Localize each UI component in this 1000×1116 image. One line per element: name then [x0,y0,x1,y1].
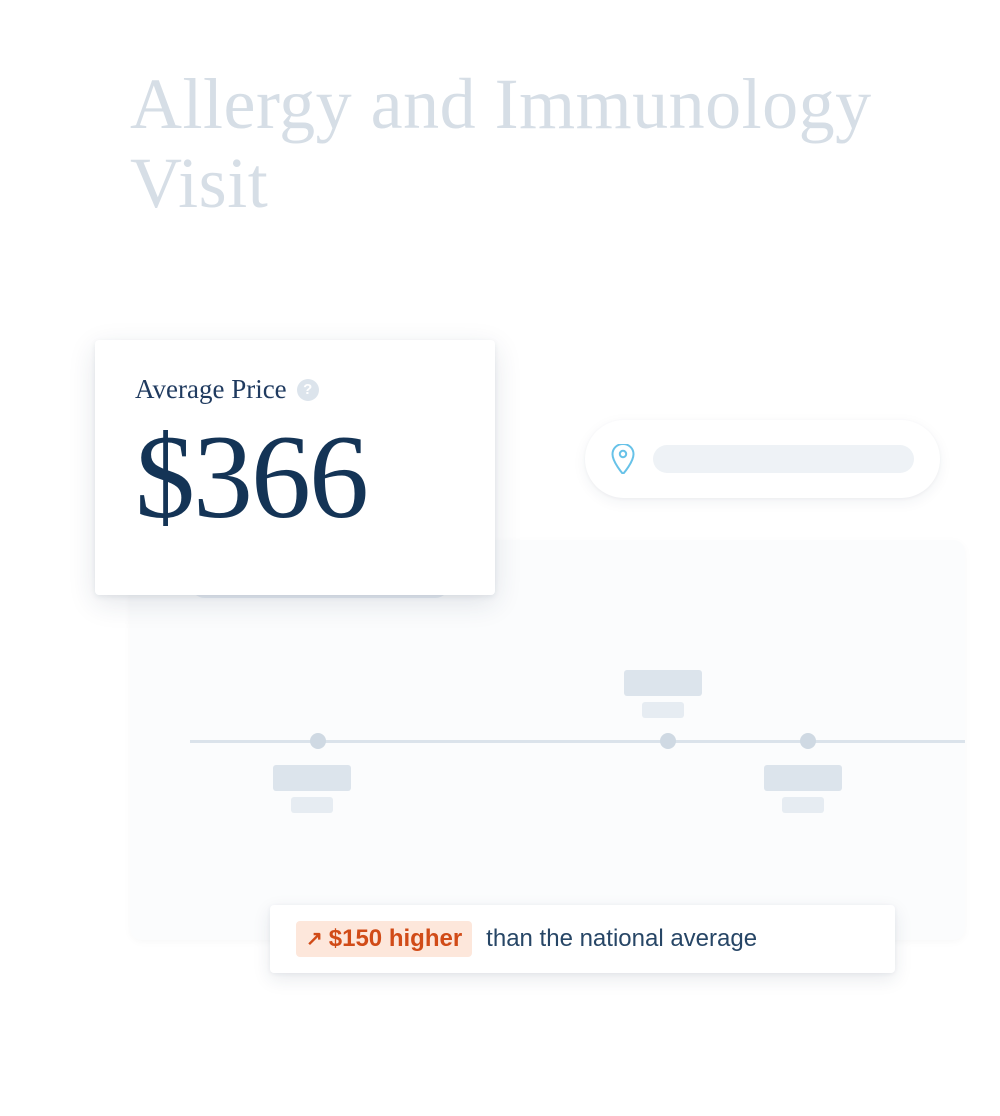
help-icon[interactable]: ? [297,379,319,401]
range-marker [310,733,326,749]
location-pin-icon [611,444,635,474]
range-label [764,765,842,813]
range-marker [660,733,676,749]
location-placeholder [653,445,914,473]
skeleton-block [782,797,824,813]
average-price-card: Average Price ? $366 [95,340,495,595]
location-input[interactable] [585,420,940,498]
skeleton-block [624,670,702,696]
price-comparison-suffix: than the national average [486,925,757,953]
average-price-value: $366 [135,417,455,537]
arrow-up-icon: ↗ [306,929,323,949]
skeleton-block [764,765,842,791]
range-line [190,740,965,743]
range-marker [800,733,816,749]
range-label [624,670,702,718]
price-delta-text: $150 higher [329,925,462,953]
price-range-card [130,540,965,940]
price-comparison-bar: ↗ $150 higher than the national average [270,905,895,973]
average-price-label: Average Price [135,374,287,405]
price-delta-badge: ↗ $150 higher [296,921,472,957]
price-label-row: Average Price ? [135,374,455,405]
skeleton-block [642,702,684,718]
skeleton-block [291,797,333,813]
skeleton-block [273,765,351,791]
range-label [273,765,351,813]
page-title: Allergy and Immunology Visit [130,65,890,223]
